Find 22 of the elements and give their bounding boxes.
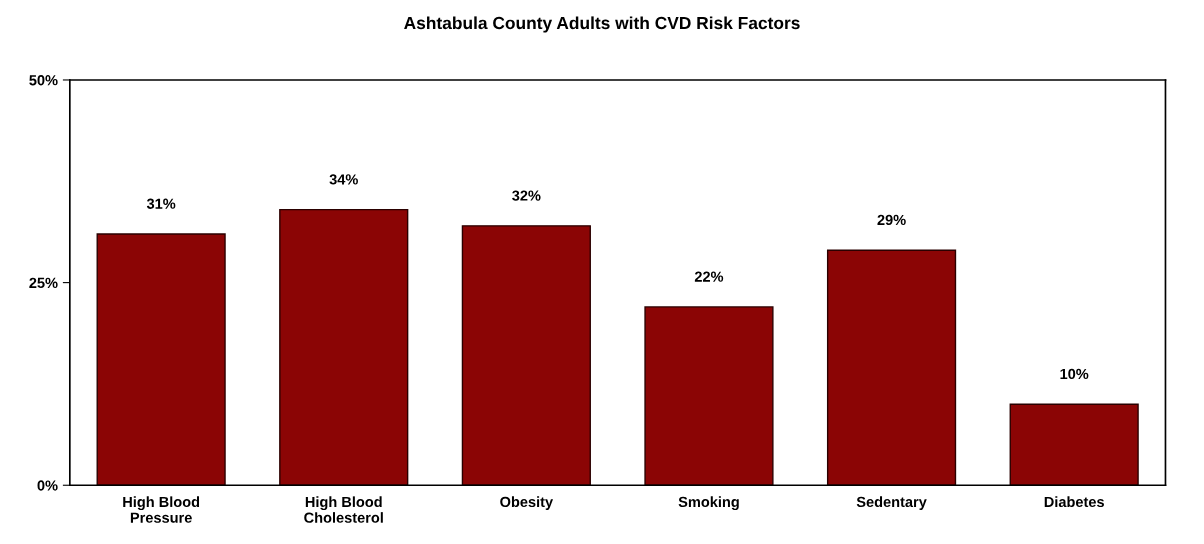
chart-title: Ashtabula County Adults with CVD Risk Factors	[404, 16, 800, 33]
data-label: 31%	[146, 198, 176, 209]
data-label: 32%	[512, 190, 541, 201]
y-tick-label: 25%	[29, 277, 58, 289]
bar	[279, 208, 409, 486]
x-tick-label: Obesity	[500, 496, 554, 510]
x-tick-label: High Blood Cholesterol	[304, 496, 383, 523]
bar	[96, 233, 226, 486]
bar	[644, 306, 774, 486]
bar	[1009, 403, 1139, 486]
bar	[826, 249, 957, 486]
y-tick-label: 50%	[29, 75, 58, 86]
x-tick-label: Sedentary	[856, 496, 927, 510]
data-label: 29%	[877, 214, 906, 226]
y-tick-label: 0%	[37, 480, 58, 491]
x-tick-label: High Blood Pressure	[123, 496, 200, 523]
data-label: 34%	[329, 174, 358, 185]
x-tick-label: Diabetes	[1044, 496, 1104, 508]
data-label: 22%	[694, 271, 724, 282]
bar	[461, 225, 591, 486]
x-tick-label: Smoking	[678, 496, 739, 511]
data-label: 10%	[1060, 368, 1089, 380]
